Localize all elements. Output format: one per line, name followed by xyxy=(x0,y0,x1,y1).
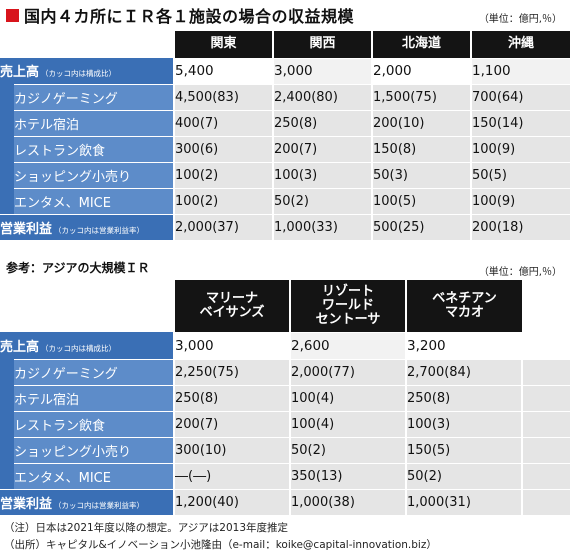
cell-value: 2,700(84) xyxy=(405,358,522,385)
cell-value: 100(5) xyxy=(371,187,471,214)
cell-value: 2,400(80) xyxy=(272,83,372,110)
sales-label: 売上高 （カッコ内は構成比） xyxy=(0,58,174,84)
filler-cell xyxy=(521,384,570,411)
filler-cell xyxy=(521,436,570,463)
cell-value: 200(7) xyxy=(173,410,290,437)
cell-value: 700(64) xyxy=(470,83,570,110)
cell-value: 50(5) xyxy=(470,161,570,188)
cell-value: 100(9) xyxy=(470,135,570,162)
column-header: 北海道 xyxy=(371,31,471,58)
cell-value: 100(4) xyxy=(289,384,406,411)
cell-value: 4,500(83) xyxy=(173,83,273,110)
profit-value: 1,000(33) xyxy=(272,213,372,240)
cell-value: 150(14) xyxy=(470,109,570,136)
filler-cell xyxy=(521,358,570,385)
cell-value: 50(3) xyxy=(371,161,471,188)
row-label: レストラン飲食 xyxy=(14,135,174,162)
title-text: 国内４カ所にＩＲ各１施設の場合の収益規模 xyxy=(24,7,355,26)
cell-value: 1,500(75) xyxy=(371,83,471,110)
cell-value: 100(3) xyxy=(405,410,522,437)
cell-value: 300(6) xyxy=(173,135,273,162)
sales-note: （カッコ内は構成比） xyxy=(41,69,117,79)
cell-value: 100(3) xyxy=(272,161,372,188)
row-label: カジノゲーミング xyxy=(14,358,174,385)
cell-value: 100(2) xyxy=(173,161,273,188)
cell-value: 250(8) xyxy=(173,384,290,411)
header-blank xyxy=(0,31,174,58)
row-label: エンタメ、MICE xyxy=(14,462,174,489)
cell-value: 2,000(77) xyxy=(289,358,406,385)
cell-value: 150(8) xyxy=(371,135,471,162)
row-label: ホテル宿泊 xyxy=(14,384,174,411)
column-header: 沖縄 xyxy=(470,31,570,58)
unit-label-2: （単位：億円,％） xyxy=(478,267,562,278)
domestic-ir-table: 関東 関西 北海道 沖縄 売上高 （カッコ内は構成比） 5,400 3,000 2… xyxy=(0,31,570,240)
column-header: 関東 xyxy=(173,31,273,58)
row-label: レストラン飲食 xyxy=(14,410,174,437)
row-label: エンタメ、MICE xyxy=(14,187,174,214)
footnote-note: （注）日本は2021年度以降の想定。アジアは2013年度推定 xyxy=(4,522,289,534)
row-label: カジノゲーミング xyxy=(14,83,174,110)
filler-cell xyxy=(521,488,570,515)
sales-bracket xyxy=(0,359,14,489)
sales-value: 1,100 xyxy=(470,57,570,84)
filler-cell xyxy=(521,462,570,489)
cell-value: 200(7) xyxy=(272,135,372,162)
profit-value: 1,200(40) xyxy=(173,488,290,515)
sales-value: 3,200 xyxy=(405,331,522,359)
filler-cell xyxy=(521,331,570,359)
cell-value: 150(5) xyxy=(405,436,522,463)
profit-note: （カッコ内は営業利益率） xyxy=(54,500,145,510)
title-square-icon xyxy=(6,8,19,22)
cell-value: 400(7) xyxy=(173,109,273,136)
cell-value: 50(2) xyxy=(289,436,406,463)
column-header: 関西 xyxy=(272,31,372,58)
profit-value: 200(18) xyxy=(470,213,570,240)
profit-label: 営業利益 （カッコ内は営業利益率） xyxy=(0,213,174,240)
footnote-source: （出所）キャピタル&イノベーション小池隆由（e-mail：koike@capit… xyxy=(4,539,437,551)
row-label: ショッピング小売り xyxy=(14,161,174,188)
profit-value: 1,000(38) xyxy=(289,488,406,515)
cell-value: 350(13) xyxy=(289,462,406,489)
sales-note: （カッコ内は構成比） xyxy=(41,343,117,353)
cell-value: 2,250(75) xyxy=(173,358,290,385)
cell-value: 250(8) xyxy=(272,109,372,136)
profit-value: 1,000(31) xyxy=(405,488,522,515)
column-header: リゾート ワールド セントーサ xyxy=(289,280,406,332)
sales-bracket xyxy=(0,84,14,214)
column-header: ベネチアン マカオ xyxy=(405,280,522,332)
sales-label: 売上高 （カッコ内は構成比） xyxy=(0,332,174,359)
asia-ir-table: マリーナ ベイサンズ リゾート ワールド セントーサ ベネチアン マカオ 売上高… xyxy=(0,280,570,515)
sales-value: 2,600 xyxy=(289,331,406,359)
column-header: マリーナ ベイサンズ xyxy=(173,280,290,332)
row-label: ホテル宿泊 xyxy=(14,109,174,136)
profit-value: 500(25) xyxy=(371,213,471,240)
section2-title: 参考：アジアの大規模ＩＲ xyxy=(6,261,150,275)
profit-label: 営業利益 （カッコ内は営業利益率） xyxy=(0,488,174,515)
row-label: ショッピング小売り xyxy=(14,436,174,463)
sales-value: 3,000 xyxy=(272,57,372,84)
header-blank xyxy=(522,280,570,332)
cell-value: 250(8) xyxy=(405,384,522,411)
cell-value: 300(10) xyxy=(173,436,290,463)
cell-value: 100(2) xyxy=(173,187,273,214)
sales-value: 3,000 xyxy=(173,331,290,359)
page-title: 国内４カ所にＩＲ各１施設の場合の収益規模 xyxy=(6,4,354,26)
sales-value: 5,400 xyxy=(173,57,273,84)
unit-label: （単位：億円,％） xyxy=(478,14,562,25)
sales-value: 2,000 xyxy=(371,57,471,84)
cell-value: ―(―) xyxy=(173,462,290,489)
filler-cell xyxy=(521,410,570,437)
cell-value: 100(4) xyxy=(289,410,406,437)
profit-note: （カッコ内は営業利益率） xyxy=(54,225,145,235)
cell-value: 100(9) xyxy=(470,187,570,214)
cell-value: 50(2) xyxy=(405,462,522,489)
header-blank xyxy=(0,280,174,332)
cell-value: 50(2) xyxy=(272,187,372,214)
profit-value: 2,000(37) xyxy=(173,213,273,240)
cell-value: 200(10) xyxy=(371,109,471,136)
